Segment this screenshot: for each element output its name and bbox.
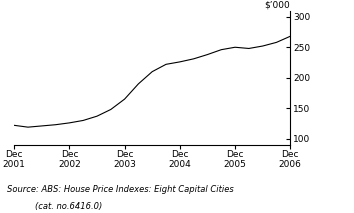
Text: Source: ABS: House Price Indexes: Eight Capital Cities: Source: ABS: House Price Indexes: Eight …: [7, 185, 234, 194]
Text: (cat. no.6416.0): (cat. no.6416.0): [35, 202, 103, 211]
Text: $’000: $’000: [264, 0, 290, 9]
